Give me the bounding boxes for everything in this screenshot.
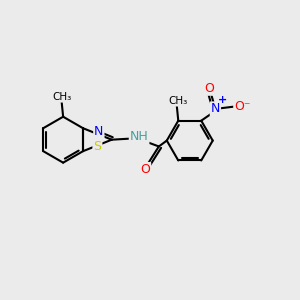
- Text: N: N: [94, 125, 104, 138]
- Text: O⁻: O⁻: [234, 100, 251, 113]
- Text: CH₃: CH₃: [168, 96, 187, 106]
- Text: O: O: [205, 82, 214, 95]
- Text: NH: NH: [130, 130, 148, 143]
- Text: O: O: [140, 163, 150, 176]
- Text: CH₃: CH₃: [52, 92, 71, 102]
- Text: S: S: [93, 140, 101, 153]
- Text: +: +: [218, 95, 227, 105]
- Text: N: N: [211, 102, 220, 116]
